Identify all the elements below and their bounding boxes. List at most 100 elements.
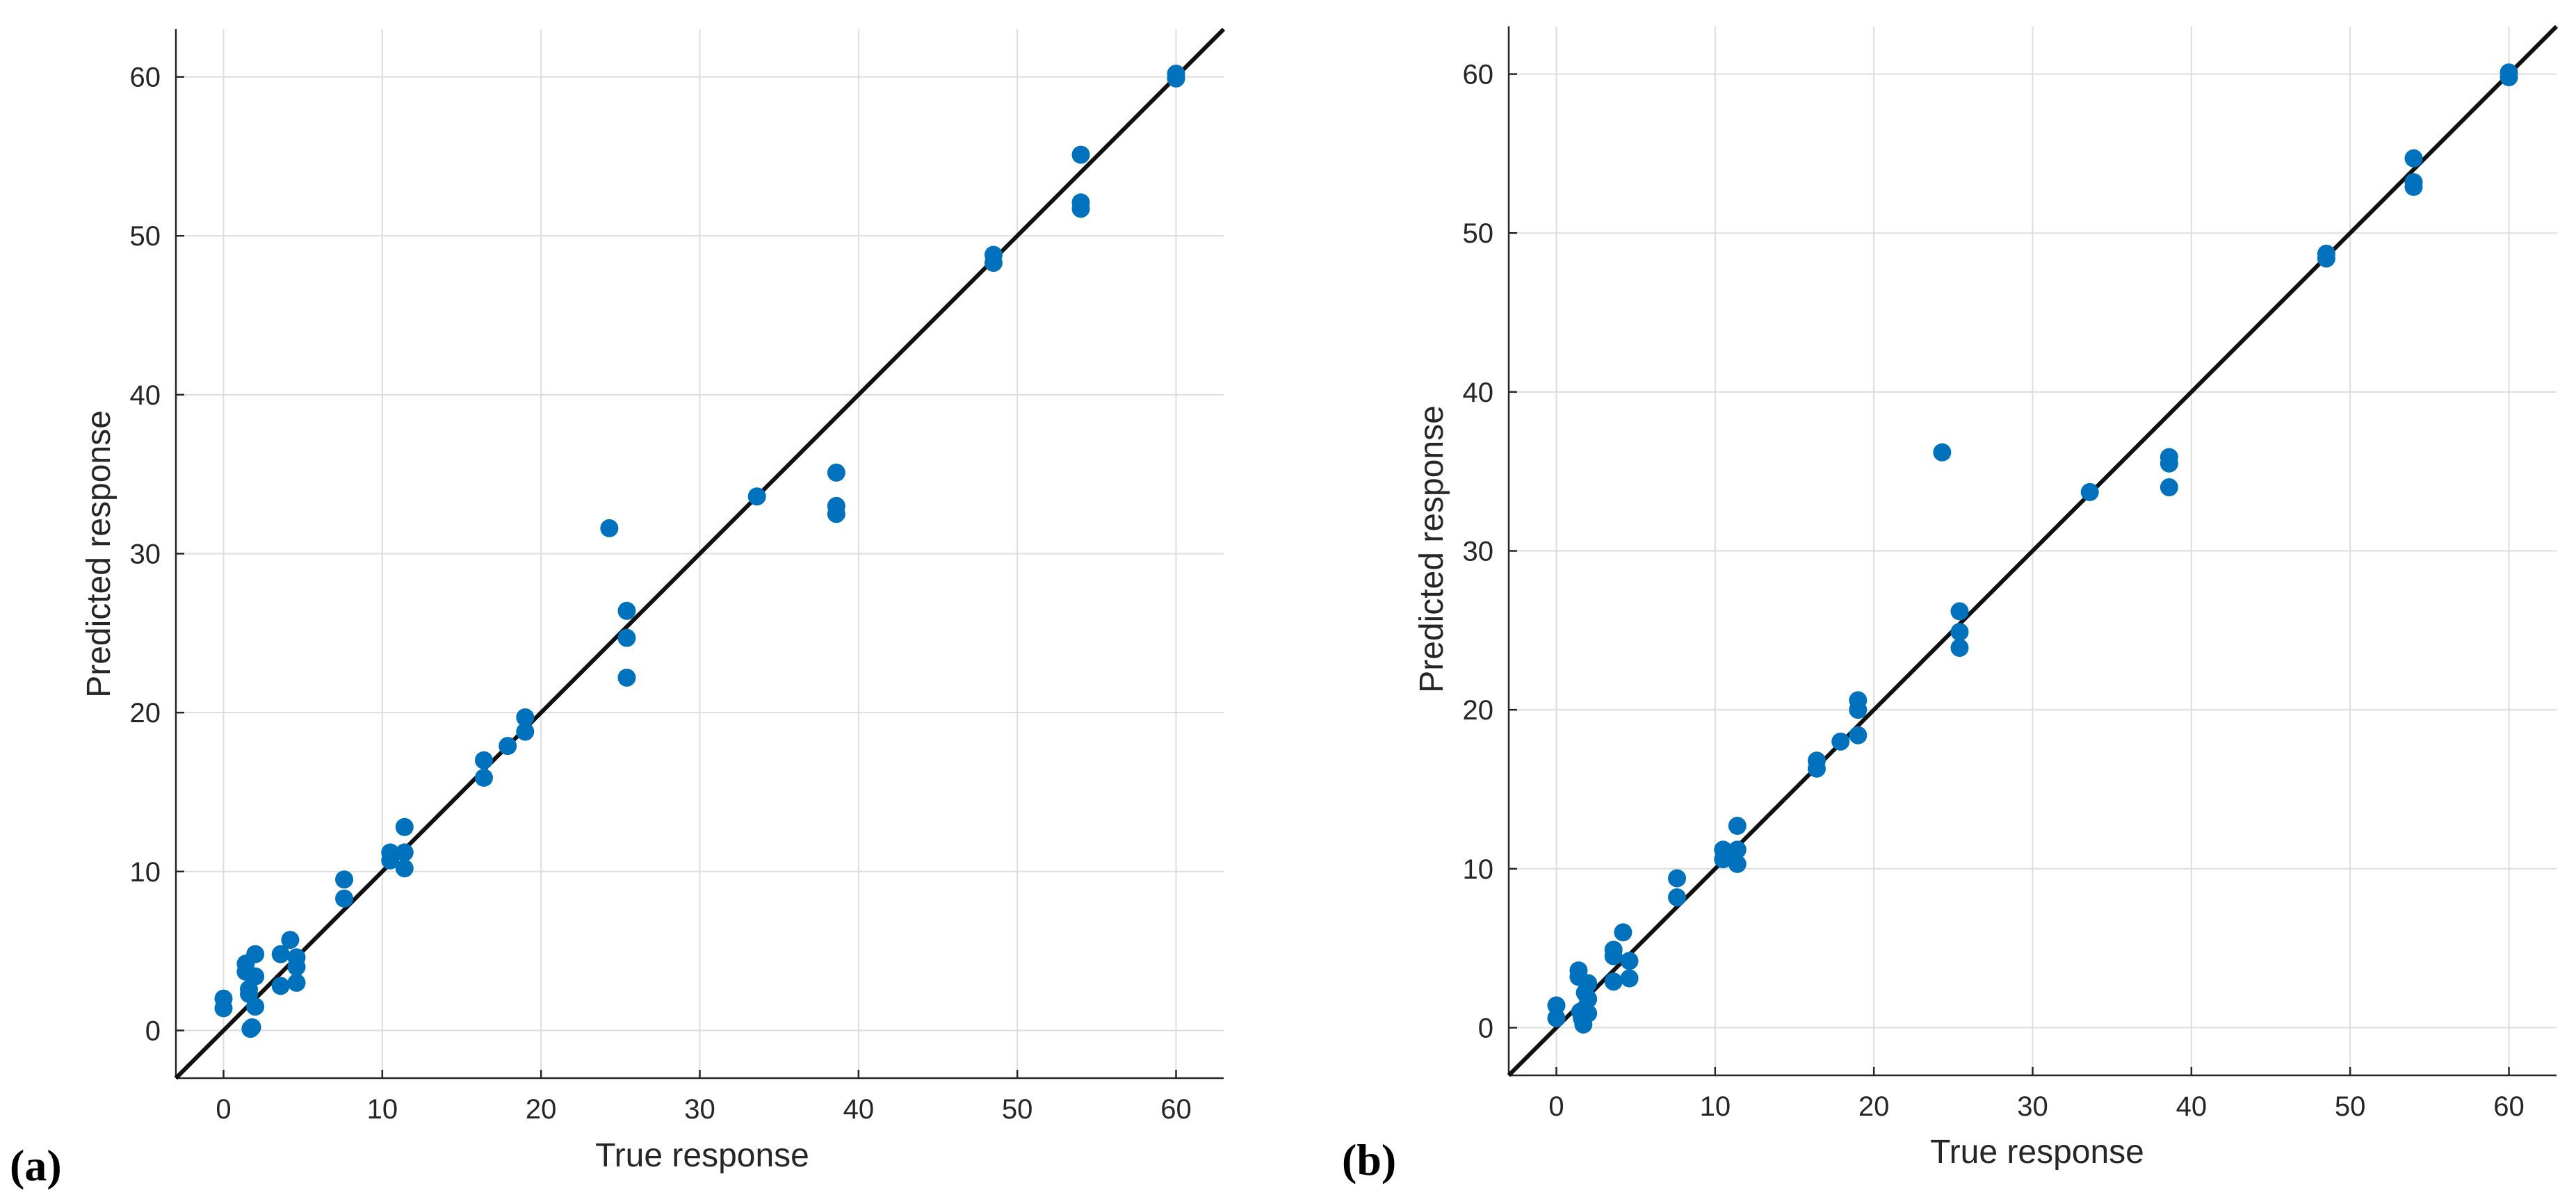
panel-b-data-point xyxy=(1728,840,1747,859)
panel-b-x-tick-label: 10 xyxy=(1700,1091,1731,1122)
panel-a-y-tick-label: 10 xyxy=(130,857,161,888)
panel-a-data-point xyxy=(287,973,306,992)
panel-b-data-point xyxy=(2317,249,2335,268)
panel-a-y-tick-label: 20 xyxy=(130,698,161,728)
panel-b-data-point xyxy=(1728,817,1747,836)
panel-a-data-point xyxy=(474,768,493,787)
panel-b-label: (b) xyxy=(1342,1135,1396,1184)
panel-a-data-point xyxy=(516,722,535,741)
panel-a-data-point xyxy=(381,851,400,870)
panel-b-data-point xyxy=(1950,623,1969,642)
panel-a: 0 10 20 30 40 50 60 0 10 20 30 40 50 60 True response… xyxy=(10,27,1226,1190)
panel-b-y-tick-label: 20 xyxy=(1463,695,1494,726)
panel-b-y-axis-label: Predicted response xyxy=(1413,405,1450,693)
panel-b-data-point xyxy=(1547,1009,1566,1027)
panel-a-data-point xyxy=(617,628,636,647)
panel-a-y-tick-label: 60 xyxy=(130,63,161,93)
panel-a-y-tick-label: 40 xyxy=(130,380,161,411)
panel-a-data-point xyxy=(827,505,845,523)
panel-a-data-point xyxy=(335,870,354,889)
panel-b-data-point xyxy=(1579,974,1598,993)
panel-b-data-point xyxy=(2160,478,2178,497)
panel-a-data-point xyxy=(1071,145,1090,164)
panel-b-data-point xyxy=(1604,972,1623,991)
panel-b-data-point xyxy=(1668,888,1687,906)
panel-a-label: (a) xyxy=(10,1141,62,1190)
panel-a-x-tick-label: 10 xyxy=(367,1094,398,1125)
panel-b-points xyxy=(1547,63,2518,1034)
panel-a-y-axis-label: Predicted response xyxy=(81,410,118,698)
panel-a-x-tick-label: 40 xyxy=(843,1094,875,1125)
panel-b-y-tick-label: 0 xyxy=(1478,1013,1493,1043)
panel-b-data-point xyxy=(2160,454,2178,473)
panel-a-data-point xyxy=(246,945,265,963)
panel-a-x-tick-label: 50 xyxy=(1002,1094,1033,1125)
panel-a-data-point xyxy=(395,843,414,862)
panel-a-data-point xyxy=(246,967,265,986)
panel-b-x-tick-label: 60 xyxy=(2493,1091,2525,1122)
panel-b-data-point xyxy=(1579,1004,1598,1023)
panel-a-data-point xyxy=(827,463,845,482)
panel-a-data-point xyxy=(617,668,636,687)
panel-a-data-point xyxy=(984,254,1003,272)
panel-b-data-point xyxy=(1831,732,1850,751)
panel-a-x-axis-label: True response xyxy=(595,1137,809,1174)
panel-a-data-point xyxy=(281,931,300,950)
panel-a-data-point xyxy=(243,1018,261,1036)
panel-a-data-point xyxy=(214,999,233,1018)
panel-b-x-tick-label: 30 xyxy=(2017,1091,2048,1122)
panel-a-x-tick-label: 60 xyxy=(1160,1094,1192,1125)
panel-a-data-point xyxy=(747,487,766,506)
panel-a-data-point xyxy=(395,859,414,878)
panel-b-data-point xyxy=(1728,854,1747,873)
panel-a-y-tick-label: 0 xyxy=(145,1016,161,1046)
panel-b-y-tick-label: 60 xyxy=(1463,60,1494,90)
panel-a-data-point xyxy=(287,957,306,976)
panel-b-ticks: 0 10 20 30 40 50 60 0 10 20 30 40 50 60 xyxy=(1463,60,2525,1122)
panel-b-x-axis-label: True response xyxy=(1930,1134,2144,1171)
panel-b-data-point xyxy=(1807,759,1826,778)
panel-b-y-tick-label: 10 xyxy=(1463,854,1494,885)
panel-b-data-point xyxy=(2080,482,2099,501)
panel-a-y-tick-label: 50 xyxy=(130,221,161,252)
panel-b-x-tick-label: 0 xyxy=(1548,1091,1564,1122)
panel-b-data-point xyxy=(1933,443,1952,462)
panel-b-y-tick-label: 50 xyxy=(1463,218,1494,249)
panel-b-data-point xyxy=(1620,969,1639,988)
panel-b-y-tick-label: 40 xyxy=(1463,377,1494,408)
panel-b-data-point xyxy=(1714,850,1733,869)
panel-b-data-point xyxy=(1579,990,1598,1009)
panel-a-x-tick-label: 30 xyxy=(684,1094,715,1125)
panel-a-data-point xyxy=(395,817,414,836)
panel-a-data-point xyxy=(499,737,517,756)
panel-a-grid xyxy=(176,29,1224,1078)
panel-b-data-point xyxy=(1950,638,1969,657)
panel-b-data-point xyxy=(1620,952,1639,970)
panel-a-ticks: 0 10 20 30 40 50 60 0 10 20 30 40 50 60 xyxy=(130,63,1192,1125)
panel-b-data-point xyxy=(2404,149,2423,168)
panel-b-x-tick-label: 40 xyxy=(2176,1091,2208,1122)
panel-a-x-tick-label: 20 xyxy=(526,1094,557,1125)
panel-a-y-tick-label: 30 xyxy=(130,539,161,570)
panel-a-data-point xyxy=(474,751,493,770)
panel-a-data-point xyxy=(271,945,290,963)
panel-a-data-point xyxy=(1071,200,1090,218)
panel-a-data-point xyxy=(617,601,636,620)
panel-b-x-tick-label: 20 xyxy=(1858,1091,1890,1122)
panel-b-data-point xyxy=(1547,996,1566,1015)
panel-b-data-point xyxy=(1604,947,1623,966)
panel-a-data-point xyxy=(335,889,354,908)
panel-a-data-point xyxy=(600,519,619,537)
panel-a-x-tick-label: 0 xyxy=(216,1094,231,1125)
panel-b-data-point xyxy=(1950,602,1969,621)
panel-b-data-point xyxy=(2500,68,2518,87)
panel-b-data-point xyxy=(1668,869,1687,888)
panel-b-data-point xyxy=(1849,701,1868,719)
panel-b-data-point xyxy=(1614,923,1633,942)
panel-a-data-point xyxy=(271,977,290,995)
panel-b-x-tick-label: 50 xyxy=(2335,1091,2366,1122)
panel-a-data-point xyxy=(516,708,535,726)
panel-b: 0 10 20 30 40 50 60 0 10 20 30 40 50 60 True response… xyxy=(1342,24,2559,1184)
panel-b-data-point xyxy=(1849,726,1868,744)
